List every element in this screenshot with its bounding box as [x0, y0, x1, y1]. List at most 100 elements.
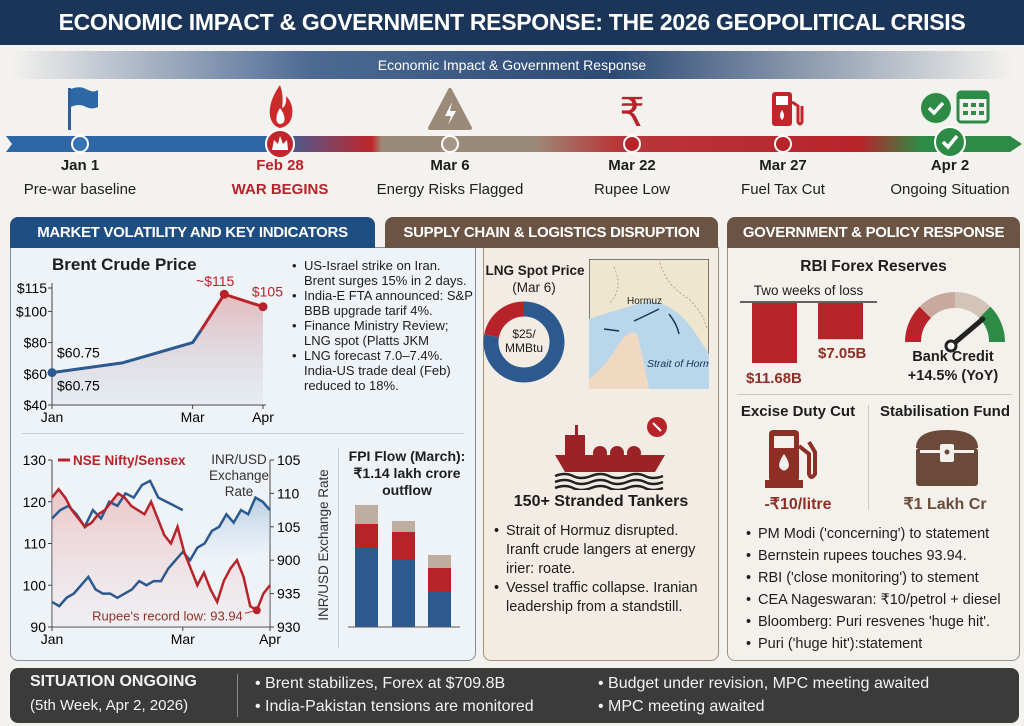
fpi-bar-chart — [348, 505, 460, 628]
bullet: Bernstein rupees touches 93.94. — [746, 545, 1018, 567]
gauge-segment — [978, 306, 1005, 343]
nifty-line — [51, 487, 271, 613]
divider — [237, 674, 238, 717]
gauge-hub — [944, 339, 958, 353]
fpi-bar-segment — [392, 521, 415, 532]
timeline-label: WAR BEGINS — [231, 181, 329, 198]
check-icon — [941, 134, 959, 150]
forex-bar — [752, 303, 797, 363]
brent-point — [47, 368, 57, 378]
brent-start-label: $60.75 — [57, 378, 100, 394]
footer-subtitle: (5th Week, Apr 2, 2026) — [30, 697, 189, 714]
timeline-date: Feb 28 — [256, 157, 304, 174]
bullet: CEA Nageswaran: ₹10/petrol + diesel — [746, 589, 1018, 611]
forex-subtitle: Two weeks of loss — [753, 283, 864, 298]
footer-bullet: • India-Pakistan tensions are monitored — [255, 698, 534, 715]
right-tick-label: 900 — [277, 552, 301, 568]
timeline-date: Mar 27 — [759, 157, 807, 174]
tab-government-policy: GOVERNMENT & POLICY RESPONSE — [727, 217, 1020, 248]
gauge-segment — [905, 306, 932, 343]
x-tick-label: Jan — [41, 631, 64, 647]
record-low-annotation: Rupee's record low: 93.94 — [92, 608, 243, 623]
y-tick-label: 100 — [23, 577, 47, 593]
gauge-needle — [948, 316, 986, 349]
map-label-hormuz: Hormuz — [627, 296, 662, 307]
excise-title: Excise Duty Cut — [740, 403, 856, 420]
bullet: US-Israel strike on Iran. Brent surges 1… — [292, 258, 474, 288]
y-tick-label: $100 — [16, 303, 47, 319]
timeline-dot-mar27[interactable] — [774, 135, 792, 153]
fpi-bar-segment — [428, 568, 451, 592]
tanker-icon — [554, 417, 667, 490]
footer-bullet: • Budget under revision, MPC meeting awa… — [598, 675, 930, 692]
timeline-date: Mar 6 — [430, 157, 470, 174]
map-label-strait: Strait of Hormuz — [647, 358, 709, 370]
forex-title: RBI Forex Reserves — [800, 258, 947, 275]
inr-usd-line — [51, 495, 271, 608]
nifty-inr-chart: 130 120 110 100 90 105 110 105 900 935 930 Jan Mar Ap… — [23, 452, 331, 647]
record-low-point — [252, 606, 261, 615]
right-tick-label: 110 — [277, 485, 300, 501]
footer-bullet: • MPC meeting awaited — [598, 698, 765, 715]
timeline-dot-mar6[interactable] — [441, 135, 459, 153]
right-tick-label: 935 — [277, 586, 301, 602]
treasure-chest-icon — [916, 430, 978, 486]
fpi-bar-segment — [355, 548, 378, 627]
timeline-arrow — [6, 136, 1022, 152]
forex-bar — [818, 303, 863, 340]
right-tick-label: 105 — [277, 452, 301, 468]
fpi-bar-segment — [355, 505, 378, 524]
timeline-dot-jan1[interactable] — [71, 135, 89, 153]
x-tick-label: Mar — [171, 631, 195, 647]
timeline-label: Energy Risks Flagged — [376, 181, 524, 198]
footer-bullet: • Brent stabilizes, Forex at $709.8B — [255, 675, 506, 692]
fpi-bar-segment — [355, 524, 378, 548]
fund-value: ₹1 Lakh Cr — [903, 496, 987, 513]
y-tick-label: $80 — [24, 335, 48, 351]
right-tick-label: 930 — [277, 619, 301, 635]
y-tick-label: $115 — [17, 280, 47, 296]
inr-area — [175, 497, 270, 561]
fpi-bar-segment — [392, 532, 415, 560]
brent-end-label: $105 — [252, 284, 283, 300]
brent-chart: $40 $60 $80 $100 $115 Jan Mar Apr $60.75 $60.75 ~$… — [16, 273, 283, 425]
y-tick-label: 130 — [23, 452, 47, 468]
lng-center-label: $25/ MMBtu — [504, 327, 543, 355]
lng-donut-chart — [483, 301, 565, 383]
divider — [22, 433, 464, 434]
fpi-bar-segment — [392, 560, 415, 627]
timeline-dot-mar22[interactable] — [623, 135, 641, 153]
x-tick-label: Mar — [181, 409, 205, 425]
timeline-date: Mar 22 — [608, 157, 656, 174]
explosion-icon — [272, 136, 288, 150]
legend-nifty: NSE Nifty/Sensex — [73, 453, 186, 468]
x-tick-label: Apr — [252, 409, 274, 425]
y-tick-label: $60 — [24, 366, 48, 382]
fuel-pump-icon — [765, 430, 817, 488]
donut-slice — [484, 301, 525, 338]
bullet: RBI ('close monitoring') to stement — [746, 567, 1018, 589]
fpi-title-line: FPI Flow (March): — [348, 448, 466, 464]
timeline-label: Rupee Low — [594, 181, 670, 198]
bullet: Vessel traffic collapse. Iranian leaders… — [494, 579, 712, 617]
timeline-date: Apr 2 — [930, 157, 970, 174]
footer-title: SITUATION ONGOING — [30, 673, 197, 690]
fpi-bar-segment — [428, 555, 451, 568]
x-tick-label: Jan — [41, 409, 64, 425]
right-axis-label: INR/USD Exchange Rate — [316, 469, 331, 621]
divider — [338, 448, 339, 648]
calendar-icon — [956, 90, 990, 124]
rupee-icon: ₹ — [619, 90, 644, 136]
fpi-bar-segment — [428, 592, 451, 627]
brent-bullets: US-Israel strike on Iran. Brent surges 1… — [292, 258, 474, 393]
brent-point — [258, 302, 268, 312]
donut-slice — [483, 301, 565, 383]
timeline-date: Jan 1 — [60, 157, 100, 174]
footer-status-bar: SITUATION ONGOING (5th Week, Apr 2, 2026… — [10, 668, 1019, 723]
brent-start-label: $60.75 — [57, 345, 100, 361]
bank-credit-label: Bank Credit — [912, 349, 994, 365]
bullet: PM Modi ('concerning') to statement — [746, 523, 1018, 545]
brent-area — [52, 294, 263, 405]
lng-title: LNG Spot Price — [485, 263, 585, 278]
bullet: Strait of Hormuz disrupted. Iranft crude… — [494, 522, 712, 579]
